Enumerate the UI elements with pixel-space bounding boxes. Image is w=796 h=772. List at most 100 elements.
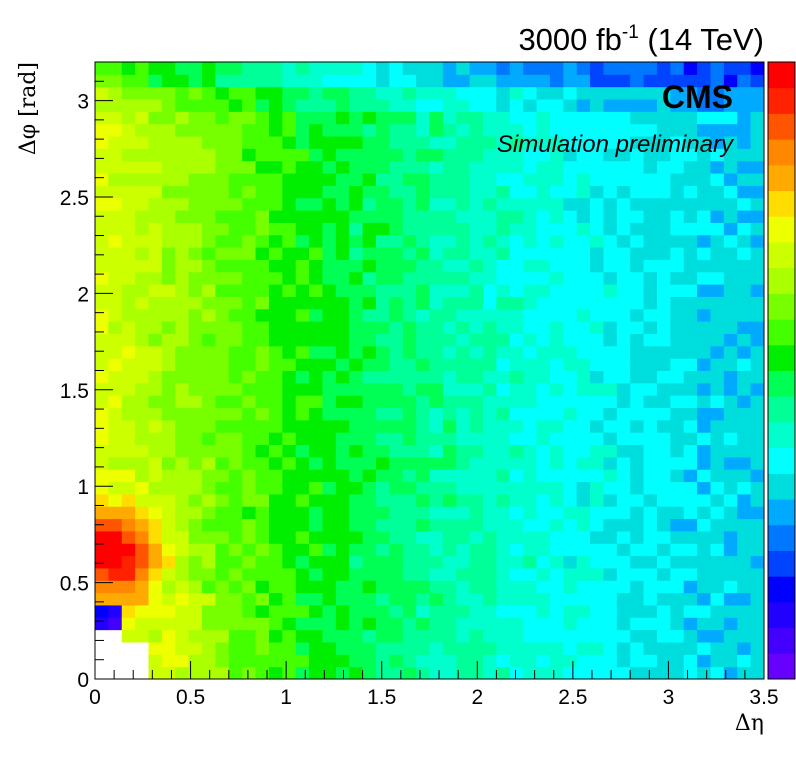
heatmap-cell (536, 432, 551, 446)
heatmap-cell (442, 629, 457, 643)
heatmap-cell (710, 419, 725, 433)
heatmap-cell (630, 567, 645, 581)
heatmap-cell (202, 654, 216, 668)
heatmap-cell (95, 370, 109, 384)
heatmap-cell (228, 382, 243, 396)
heatmap-cell (456, 86, 471, 100)
heatmap-cell (161, 432, 176, 446)
heatmap-cell (161, 543, 176, 557)
heatmap-cell (590, 543, 604, 557)
heatmap-cell (95, 173, 109, 186)
heatmap-cell (590, 518, 604, 532)
lumi-value: 3000 fb (518, 22, 621, 57)
heatmap-cell (483, 481, 497, 495)
heatmap-cell (175, 432, 190, 446)
heatmap-cell (750, 296, 765, 310)
heatmap-cell (282, 99, 297, 112)
heatmap-cell (309, 333, 323, 347)
heatmap-cell (121, 567, 136, 581)
heatmap-cell (349, 259, 364, 273)
heatmap-cell (683, 222, 698, 236)
heatmap-cell (750, 419, 765, 433)
heatmap-cell (750, 86, 765, 100)
heatmap-cell (255, 173, 270, 186)
heatmap-cell (442, 222, 457, 236)
heatmap-cell (95, 62, 109, 75)
heatmap-cell (563, 407, 578, 421)
heatmap-cell (362, 197, 377, 211)
heatmap-cell (469, 654, 484, 668)
heatmap-cell (603, 543, 618, 557)
heatmap-cell (429, 173, 444, 186)
heatmap-cell (135, 160, 150, 174)
heatmap-cell (295, 123, 310, 137)
heatmap-cell (590, 419, 604, 433)
heatmap-cell (429, 210, 444, 223)
heatmap-cell (416, 197, 430, 211)
heatmap-cell (375, 666, 390, 680)
heatmap-cell (268, 395, 283, 409)
heatmap-cell (670, 481, 685, 495)
heatmap-cell (563, 555, 578, 569)
heatmap-cell (148, 407, 163, 421)
heatmap-cell (202, 185, 216, 199)
heatmap-cell (656, 530, 671, 544)
heatmap-cell (135, 370, 150, 384)
heatmap-cell (175, 136, 190, 149)
heatmap-cell (416, 296, 430, 310)
heatmap-cell (416, 469, 430, 483)
heatmap-cell (215, 481, 230, 495)
heatmap-cell (402, 407, 417, 421)
heatmap-cell (135, 358, 150, 371)
heatmap-cell (228, 86, 243, 100)
heatmap-cell (282, 111, 297, 125)
heatmap-cell (643, 271, 658, 285)
heatmap-cell (429, 148, 444, 162)
heatmap-cell (389, 222, 404, 236)
heatmap-cell (121, 321, 136, 334)
heatmap-cell (416, 173, 430, 186)
heatmap-cell (523, 222, 538, 236)
heatmap-cell (523, 345, 538, 359)
heatmap-cell (456, 62, 471, 75)
heatmap-cell (268, 604, 283, 618)
heatmap-cell (656, 629, 671, 643)
heatmap-cell (215, 148, 230, 162)
heatmap-cell (670, 543, 685, 557)
heatmap-cell (670, 259, 685, 273)
heatmap-cell (549, 111, 564, 125)
heatmap-cell (483, 395, 497, 409)
heatmap-cell (697, 506, 711, 520)
heatmap-cell (710, 247, 725, 260)
heatmap-cell (576, 444, 591, 458)
heatmap-cell (496, 321, 511, 334)
heatmap-cell (268, 617, 283, 631)
heatmap-cell (148, 345, 163, 359)
heatmap-cell (496, 617, 511, 631)
heatmap-cell (456, 666, 471, 680)
heatmap-cell (349, 185, 364, 199)
heatmap-cell (737, 432, 752, 446)
heatmap-cell (456, 629, 471, 643)
heatmap-cell (549, 407, 564, 421)
heatmap-cell (148, 481, 163, 495)
heatmap-cell (509, 160, 524, 174)
heatmap-cell (590, 580, 604, 594)
heatmap-cell (175, 148, 190, 162)
heatmap-cell (215, 136, 230, 149)
heatmap-cell (215, 506, 230, 520)
heatmap-cell (723, 333, 738, 347)
heatmap-cell (402, 555, 417, 569)
heatmap-cell (389, 382, 404, 396)
heatmap-cell (616, 148, 631, 162)
heatmap-cell (242, 654, 257, 668)
heatmap-cell (322, 185, 337, 199)
heatmap-cell (723, 456, 738, 470)
heatmap-cell (362, 617, 377, 631)
heatmap-cell (148, 592, 163, 606)
heatmap-cell (349, 62, 364, 75)
heatmap-cell (750, 604, 765, 618)
heatmap-cell (95, 271, 109, 285)
heatmap-cell (349, 481, 364, 495)
heatmap-cell (429, 518, 444, 532)
